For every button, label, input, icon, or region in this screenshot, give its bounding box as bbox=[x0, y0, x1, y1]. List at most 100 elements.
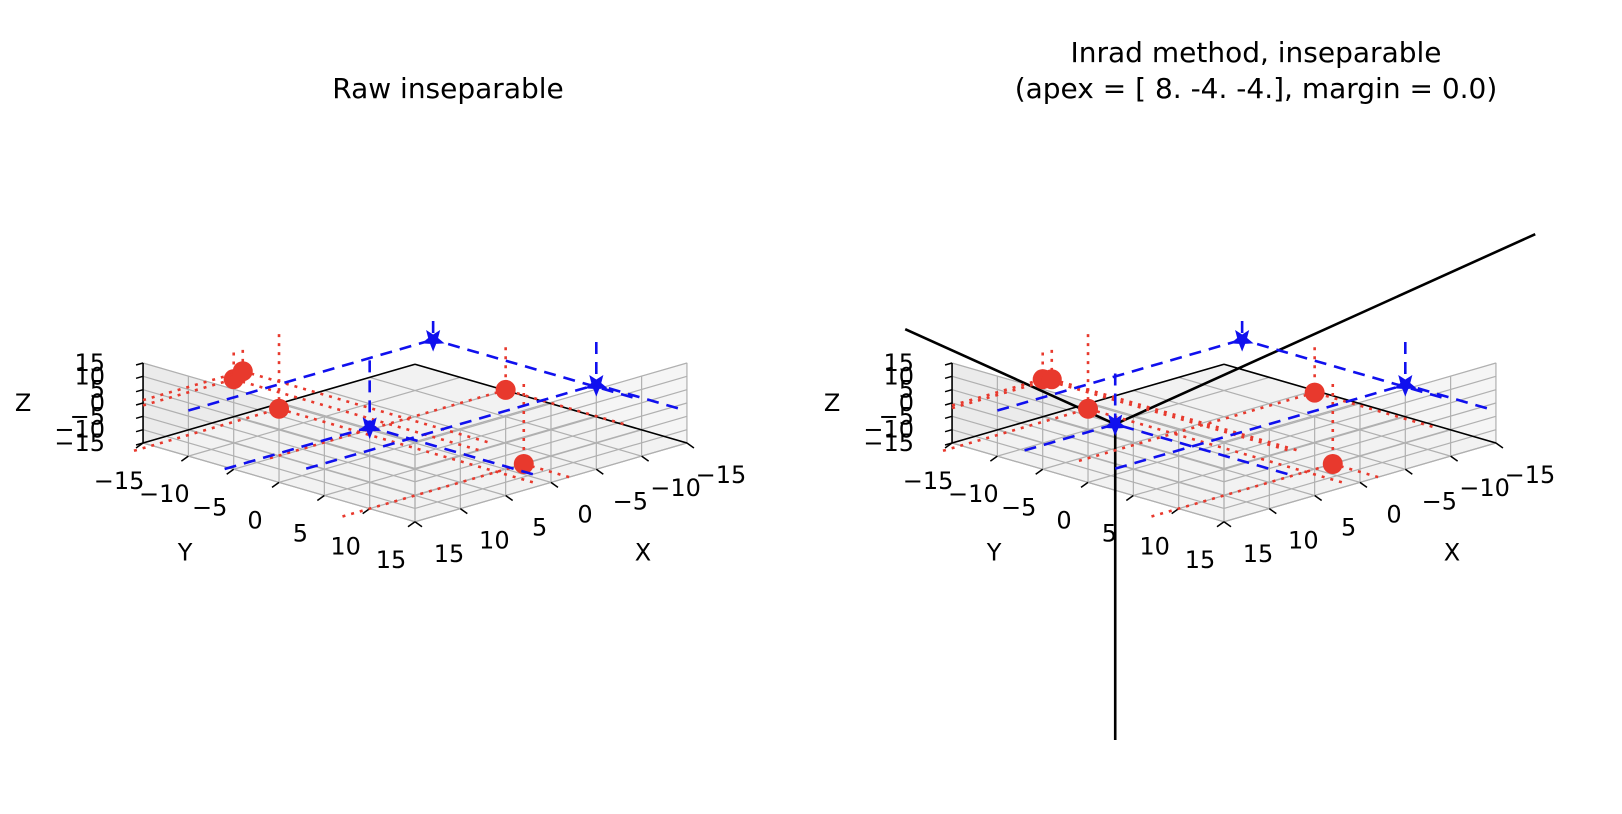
chart-title: Inrad method, inseparable bbox=[1071, 36, 1442, 69]
x-tick bbox=[1404, 468, 1413, 475]
z-tick bbox=[135, 428, 144, 433]
z-tick-label: 5 bbox=[899, 376, 914, 404]
x-tick bbox=[505, 494, 514, 502]
x-tick bbox=[550, 481, 559, 488]
y-tick-label: 0 bbox=[1056, 506, 1071, 534]
z-tick-label: 10 bbox=[75, 362, 106, 390]
x-tick-label: 10 bbox=[1288, 527, 1319, 555]
y-axis-label: Y bbox=[177, 538, 193, 566]
y-tick-label: −15 bbox=[94, 467, 145, 495]
projection-line bbox=[224, 425, 371, 471]
z-tick-label: −5 bbox=[70, 402, 105, 430]
z-tick bbox=[944, 402, 953, 406]
x-tick-label: −15 bbox=[1505, 461, 1556, 489]
grid-line bbox=[414, 362, 688, 443]
z-tick-label: 15 bbox=[75, 349, 106, 377]
grid-line bbox=[1223, 362, 1497, 443]
data-point-star bbox=[421, 329, 445, 352]
z-tick bbox=[944, 388, 953, 393]
x-tick-label: 15 bbox=[1243, 540, 1274, 568]
y-tick bbox=[1080, 481, 1089, 488]
x-tick bbox=[686, 442, 695, 449]
data-point-circle bbox=[232, 361, 253, 382]
y-tick-label: −10 bbox=[948, 480, 999, 508]
data-point-circle bbox=[1041, 369, 1062, 390]
y-tick bbox=[1125, 494, 1134, 502]
z-tick bbox=[135, 375, 144, 380]
projection-line bbox=[997, 338, 1243, 412]
y-tick bbox=[1171, 508, 1180, 515]
z-axis-label: Z bbox=[15, 389, 31, 417]
x-tick-label: 5 bbox=[1341, 514, 1356, 542]
z-tick bbox=[135, 362, 144, 366]
projection-line bbox=[369, 425, 534, 476]
projection-line bbox=[1241, 338, 1442, 399]
projection-line bbox=[432, 338, 633, 399]
y-tick bbox=[316, 494, 325, 502]
z-tick-label: −15 bbox=[54, 429, 105, 457]
data-point-star bbox=[358, 417, 382, 440]
z-tick bbox=[135, 402, 144, 406]
projection-line bbox=[305, 383, 597, 470]
x-tick-label: 0 bbox=[577, 500, 592, 528]
x-tick-label: −5 bbox=[613, 487, 648, 515]
y-tick-label: −10 bbox=[139, 480, 190, 508]
x-axis-line bbox=[414, 363, 688, 444]
y-tick-label: −15 bbox=[903, 467, 954, 495]
data-point-circle bbox=[1322, 454, 1343, 475]
projection-line bbox=[1024, 422, 1116, 452]
data-point-circle bbox=[1078, 398, 1099, 419]
series-1 bbox=[942, 334, 1433, 518]
projection-line bbox=[1404, 383, 1488, 410]
x-tick bbox=[641, 455, 650, 462]
apex-line bbox=[1114, 232, 1536, 426]
data-point-star bbox=[1103, 414, 1127, 437]
z-tick-label: −15 bbox=[863, 429, 914, 457]
z-tick bbox=[944, 362, 953, 366]
series-2 bbox=[188, 320, 679, 476]
y-tick-label: 0 bbox=[247, 506, 262, 534]
x-tick-label: 10 bbox=[479, 527, 510, 555]
z-tick bbox=[944, 428, 953, 433]
y-tick-label: 15 bbox=[376, 546, 407, 574]
x-tick-label: 5 bbox=[532, 514, 547, 542]
z-tick-label: 5 bbox=[90, 376, 105, 404]
x-tick-label: −10 bbox=[650, 474, 701, 502]
y-tick bbox=[271, 481, 280, 488]
series-2 bbox=[997, 320, 1488, 476]
z-tick bbox=[944, 415, 953, 420]
projection-line bbox=[233, 377, 479, 452]
x-tick-label: −5 bbox=[1422, 487, 1457, 515]
y-tick bbox=[362, 508, 371, 515]
y-tick-label: 10 bbox=[330, 533, 361, 561]
projection-line bbox=[188, 338, 434, 412]
x-axis-label: X bbox=[635, 538, 651, 566]
x-axis-label: X bbox=[1444, 538, 1460, 566]
x-tick bbox=[1359, 481, 1368, 488]
projection-line bbox=[142, 377, 235, 407]
projection-line bbox=[1114, 422, 1288, 476]
z-tick bbox=[944, 375, 953, 380]
data-point-star bbox=[1393, 374, 1417, 397]
data-point-circle bbox=[513, 454, 534, 475]
projection-line bbox=[1051, 377, 1297, 452]
x-axis-line bbox=[1223, 363, 1497, 444]
z-tick-label: 10 bbox=[884, 362, 915, 390]
data-point-circle bbox=[269, 398, 290, 419]
x-tick-label: −10 bbox=[1459, 474, 1510, 502]
x-tick bbox=[1495, 442, 1504, 449]
y-tick-label: 10 bbox=[1139, 533, 1170, 561]
projection-line bbox=[1042, 377, 1288, 452]
y-tick-label: 5 bbox=[293, 520, 308, 548]
x-tick bbox=[1223, 521, 1232, 528]
z-tick bbox=[135, 388, 144, 393]
projection-line bbox=[1314, 391, 1433, 428]
y-tick bbox=[180, 455, 189, 462]
projection-line bbox=[951, 377, 1044, 407]
chart-panel-1: −15−15−15−10−10−10−5−5−50005551010101515… bbox=[15, 72, 746, 574]
z-tick-label: 0 bbox=[90, 389, 105, 417]
x-tick bbox=[1450, 455, 1459, 462]
z-tick-label: −10 bbox=[863, 416, 914, 444]
x-tick-label: 15 bbox=[434, 540, 465, 568]
